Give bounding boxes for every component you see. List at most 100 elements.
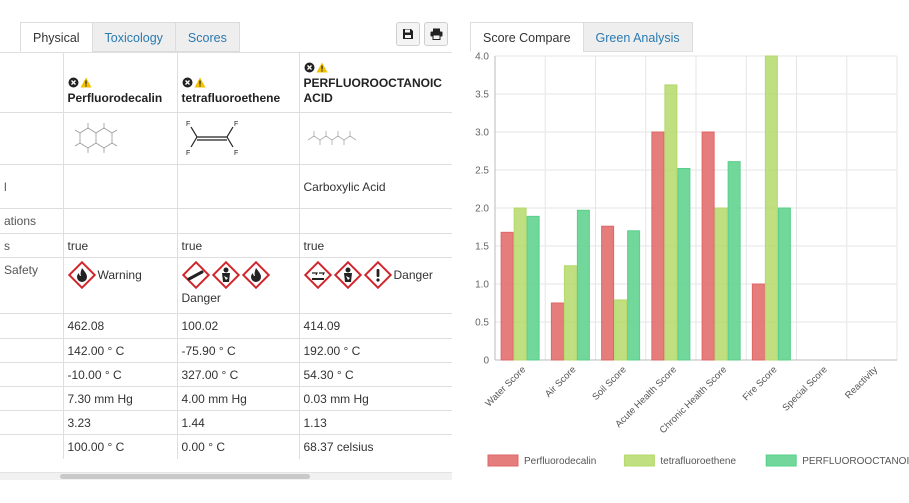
chart-bar [664,84,678,361]
table-cell: 327.00 ° C [176,362,299,387]
chart-bar [701,131,715,361]
table-cell: 142.00 ° C [62,338,177,363]
score-chart-panel: Score Compare Green Analysis 0 0.5 1.0 1.5 2… [455,0,909,503]
table-cell: 0.03 mm Hg [298,386,452,411]
table-row: l Carboxylic Acid [0,164,452,209]
legend-swatch [487,454,519,467]
legend-label: Perfluorodecalin [524,456,596,467]
chart-bar [627,230,641,361]
save-icon [403,29,413,39]
save-button[interactable] [396,22,420,46]
remove-chemical-icon[interactable] [182,77,193,88]
table-cell [62,208,177,234]
toolbar [396,22,448,46]
row-label: Safety [0,257,63,314]
tab-green-analysis[interactable]: Green Analysis [582,22,693,52]
horizontal-scrollbar[interactable] [0,472,452,480]
table-cell [176,164,299,209]
table-cell: -10.00 ° C [62,362,177,387]
structure-cell [298,112,452,165]
row-label [0,410,63,435]
table-row: 100.00 ° C 0.00 ° C 68.37 celsius [0,434,452,459]
table-cell: 3.23 [62,410,177,435]
row-label [0,313,63,339]
table-cell: Carboxylic Acid [298,164,452,209]
chart-bar [714,207,728,361]
row-label [0,434,63,459]
exclamation-pictogram-icon [363,261,392,289]
chemical-name[interactable]: PERFLUOROOCTANOIC ACID [303,75,442,105]
corrosion-pictogram-icon [303,261,332,289]
y-tick-label: 2.0 [475,204,489,215]
row-label: ations [0,208,63,234]
table-cell: 462.08 [62,313,177,339]
chart-bar [727,161,741,361]
row-label [0,338,63,363]
flame-pictogram-icon [67,261,96,289]
score-compare-chart: 0 0.5 1.0 1.5 2.0 2.5 3.0 3.5 4.0 Water Score Air … [455,52,909,503]
remove-chemical-icon[interactable] [304,62,315,73]
table-cell: 0.00 ° C [176,434,299,459]
table-row: ations [0,208,452,234]
x-tick-label: Soil Score [590,364,628,402]
row-label [0,112,63,165]
table-cell [298,208,452,234]
table-row: 462.08 100.02 414.09 [0,313,452,339]
y-tick-label: 3.5 [475,90,489,101]
chemical-name[interactable]: tetrafluoroethene [181,90,281,105]
tab-score-compare[interactable]: Score Compare [470,22,584,52]
table-cell [176,208,299,234]
y-tick-label: 0 [483,356,489,367]
warning-icon [316,62,327,72]
ghs-safety-row: Safety Warning Danger [0,257,452,314]
gas-cylinder-pictogram-icon [181,261,210,289]
chemical-name[interactable]: Perfluorodecalin [67,90,163,105]
table-cell: -75.90 ° C [176,338,299,363]
signal-word: Danger [181,291,221,305]
pfoa-structure-image [307,130,356,145]
x-tick-label: Special Score [781,364,830,413]
remove-chemical-icon[interactable] [68,77,79,88]
print-button[interactable] [424,22,448,46]
table-row: -10.00 ° C 327.00 ° C 54.30 ° C [0,362,452,387]
row-label: l [0,164,63,209]
chart-bar [751,283,765,361]
y-tick-label: 4.0 [475,52,489,63]
table-header-row: Perfluorodecalin tetrafluoroethene [0,52,452,113]
table-cell: 1.13 [298,410,452,435]
table-row: 3.23 1.44 1.13 [0,410,452,435]
table-cell: true [176,233,299,258]
structure-row: F F F F [0,112,452,165]
structure-cell: F F F F [176,112,299,165]
tab-toxicology[interactable]: Toxicology [91,22,176,52]
health-hazard-pictogram-icon [211,261,240,289]
chart-bar [500,231,514,361]
tab-physical[interactable]: Physical [20,22,93,52]
warning-icon [194,77,205,87]
table-row: 7.30 mm Hg 4.00 mm Hg 0.03 mm Hg [0,386,452,411]
chart-bar [777,207,791,361]
legend-label: PERFLUOROOCTANOIC ACID [802,456,909,467]
row-label: s [0,233,63,258]
health-hazard-pictogram-icon [333,261,362,289]
chemical-header-cell: tetrafluoroethene [176,52,299,113]
table-cell: 1.44 [176,410,299,435]
table-corner-cell [0,52,63,113]
y-tick-label: 3.0 [475,128,489,139]
row-label [0,386,63,411]
svg-text:F: F [186,121,190,128]
svg-text:F: F [234,150,238,157]
row-label [0,362,63,387]
chart-bar [563,265,577,361]
scrollbar-thumb[interactable] [60,474,310,479]
tab-scores[interactable]: Scores [174,22,240,52]
chart-bar [526,215,540,361]
chart-bar [677,167,691,361]
svg-text:F: F [186,150,190,157]
y-tick-label: 1.0 [475,280,489,291]
table-cell [62,164,177,209]
chart-bar [576,209,590,361]
table-cell: 100.00 ° C [62,434,177,459]
table-cell: true [298,233,452,258]
y-tick-label: 1.5 [475,242,489,253]
